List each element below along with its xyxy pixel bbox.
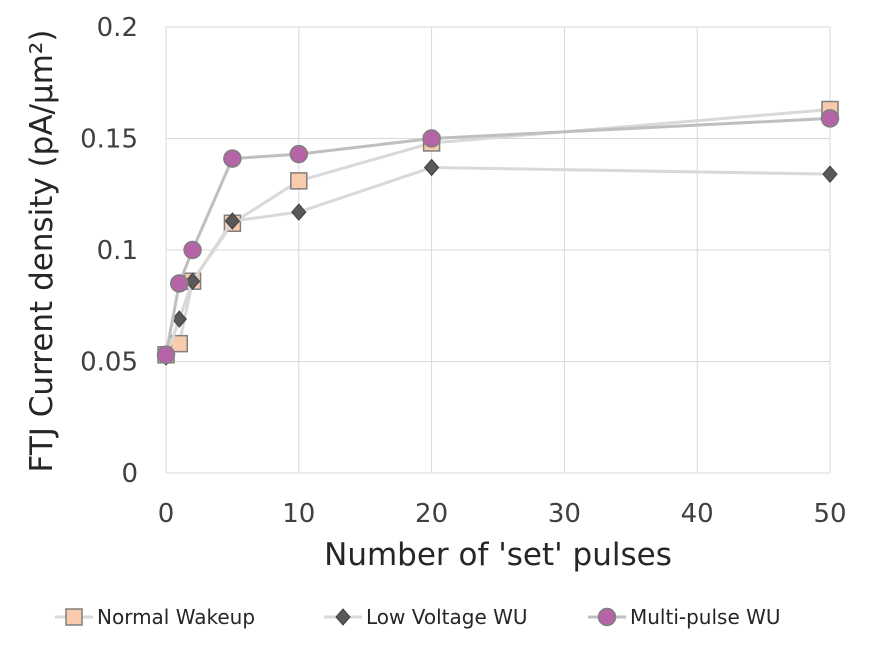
data-point (184, 272, 201, 290)
legend-label: Normal Wakeup (97, 605, 255, 629)
y-tick-label: 0.1 (97, 236, 138, 266)
legend-item: Low Voltage WU (324, 605, 528, 629)
series-multi-pulse-wu (156, 109, 840, 365)
x-tick-label: 30 (548, 499, 581, 529)
legend-item: Normal Wakeup (55, 605, 255, 629)
series-line (164, 116, 831, 356)
data-point (156, 345, 176, 365)
data-point (170, 274, 189, 293)
x-tick-label: 40 (681, 499, 714, 529)
data-point (820, 109, 840, 128)
legend-label: Multi-pulse WU (630, 605, 781, 629)
legend-marker (65, 608, 83, 626)
data-point (289, 144, 309, 164)
data-point (423, 158, 440, 177)
series-line (164, 165, 831, 358)
data-point (224, 212, 241, 230)
y-tick-label: 0.05 (80, 348, 138, 378)
data-point (183, 240, 202, 260)
legend-label: Low Voltage WU (366, 605, 528, 629)
gridlines (165, 26, 831, 474)
y-axis-label: FTJ Current density (pA/μm²) (24, 30, 60, 473)
data-point (291, 203, 307, 221)
legend: Normal Wakeup Low Voltage WU Multi-pulse W… (55, 605, 781, 629)
series-line (165, 108, 831, 356)
x-axis-ticks: 0 10 20 30 40 50 (158, 499, 847, 529)
data-point (223, 149, 242, 168)
data-point (422, 129, 441, 148)
legend-marker (597, 607, 617, 627)
y-tick-label: 0.2 (97, 13, 138, 43)
x-tick-label: 10 (282, 499, 315, 529)
x-axis-label: Number of 'set' pulses (324, 537, 672, 573)
data-point (290, 172, 308, 190)
y-tick-label: 0.15 (80, 125, 138, 155)
series-low-voltage-wu (158, 158, 838, 366)
legend-marker (335, 608, 351, 626)
x-tick-label: 50 (813, 499, 846, 529)
data-point (822, 165, 838, 183)
series-layer (156, 100, 840, 366)
y-tick-label: 0 (121, 459, 138, 489)
legend-item: Multi-pulse WU (588, 605, 781, 629)
x-tick-label: 20 (415, 499, 448, 529)
y-axis-ticks: 0 0.05 0.1 0.15 0.2 (80, 13, 138, 489)
series-normal-wakeup (157, 100, 839, 364)
x-tick-label: 0 (158, 499, 175, 529)
